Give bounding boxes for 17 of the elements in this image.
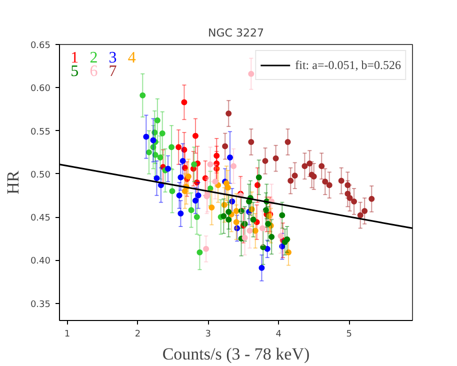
x-tick-label: 4 <box>276 330 282 340</box>
x-tick-label: 2 <box>134 330 141 340</box>
y-tick-label: 0.50 <box>30 170 51 180</box>
legend-label: fit: a=-0.051, b=0.526 <box>295 58 401 72</box>
x-axis-title: Counts/s (3 - 78 keV) <box>162 344 310 364</box>
text: 4 <box>128 49 136 66</box>
chart-title: NGC 3227 <box>208 26 264 40</box>
y-tick-label: 0.60 <box>30 84 51 94</box>
y-tick-label: 0.65 <box>30 41 51 51</box>
y-tick-label: 0.55 <box>30 127 51 138</box>
y-tick-label: 0.40 <box>30 256 51 267</box>
x-tick-label: 1 <box>64 330 70 340</box>
x-tick-label: 3 <box>205 330 212 340</box>
y-tick-label: 0.35 <box>30 300 51 310</box>
y-axis-title: HR <box>3 170 22 194</box>
x-tick-label: 5 <box>346 330 352 340</box>
y-tick-label: 0.45 <box>30 214 51 224</box>
